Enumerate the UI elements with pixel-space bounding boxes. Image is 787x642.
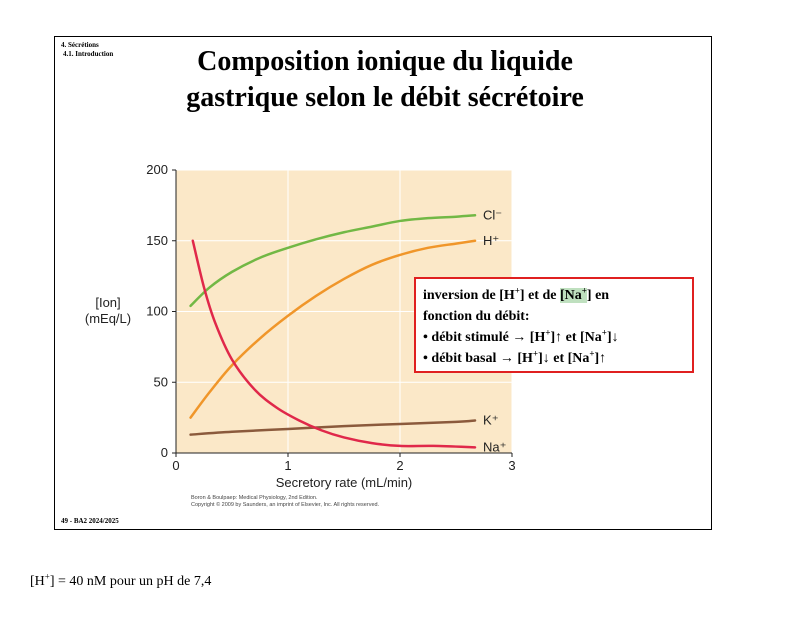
slide-footer: 49 - BA2 2024/2025 <box>61 517 119 525</box>
page-title: Composition ionique du liquide gastrique… <box>125 44 645 116</box>
x-tick-label: 0 <box>172 458 179 473</box>
x-tick-label: 3 <box>508 458 515 473</box>
callout-line-1: inversion de [H+] et de [Na+] en <box>423 285 610 303</box>
series-label-h: H⁺ <box>483 233 499 248</box>
x-axis-title: Secretory rate (mL/min) <box>276 475 413 490</box>
x-tick-label: 2 <box>396 458 403 473</box>
section-label: 4. Sécrétions <box>61 41 99 49</box>
title-line-1: Composition ionique du liquide <box>197 46 573 77</box>
y-axis-title-line-1: [Ion] <box>95 295 120 310</box>
title-line-2: gastrique selon le débit sécrétoire <box>186 82 584 113</box>
na-highlight: [Na+ <box>559 285 587 303</box>
section-header: 4. Sécrétions 4.1. Introduction <box>61 41 113 59</box>
inversion-callout: inversion de [H+] et de [Na+] en fonctio… <box>414 277 694 373</box>
series-line-na <box>191 239 477 449</box>
series-label-na: Na⁺ <box>483 439 506 454</box>
source-credit-line-1: Boron & Boulpaep: Medical Physiology, 2n… <box>191 495 318 501</box>
y-tick-label: 50 <box>154 374 168 389</box>
x-tick-label: 1 <box>284 458 291 473</box>
series-line-h <box>189 239 477 419</box>
source-credit-line-2: Copyright © 2009 by Saunders, an imprint… <box>191 501 380 508</box>
callout-line-3: • débit stimulé → [H+]↑ et [Na+]↓ <box>423 327 619 345</box>
y-tick-label: 150 <box>146 233 168 248</box>
series-label-k: K⁺ <box>483 412 499 427</box>
y-tick-label: 100 <box>146 304 168 319</box>
hydrogen-concentration-note: [H+] = 40 nM pour un pH de 7,4 <box>30 571 212 589</box>
series-line-cl <box>189 214 477 308</box>
series-label-cl: Cl⁻ <box>483 207 502 222</box>
subsection-label: 4.1. Introduction <box>63 50 114 58</box>
series-line-k <box>189 419 477 436</box>
y-tick-label: 0 <box>161 445 168 460</box>
callout-line-2: fonction du débit: <box>423 309 530 324</box>
callout-line-4: • débit basal → [H+]↓ et [Na+]↑ <box>423 348 607 366</box>
y-axis-title-line-2: (mEq/L) <box>85 311 131 326</box>
y-tick-label: 200 <box>146 162 168 177</box>
